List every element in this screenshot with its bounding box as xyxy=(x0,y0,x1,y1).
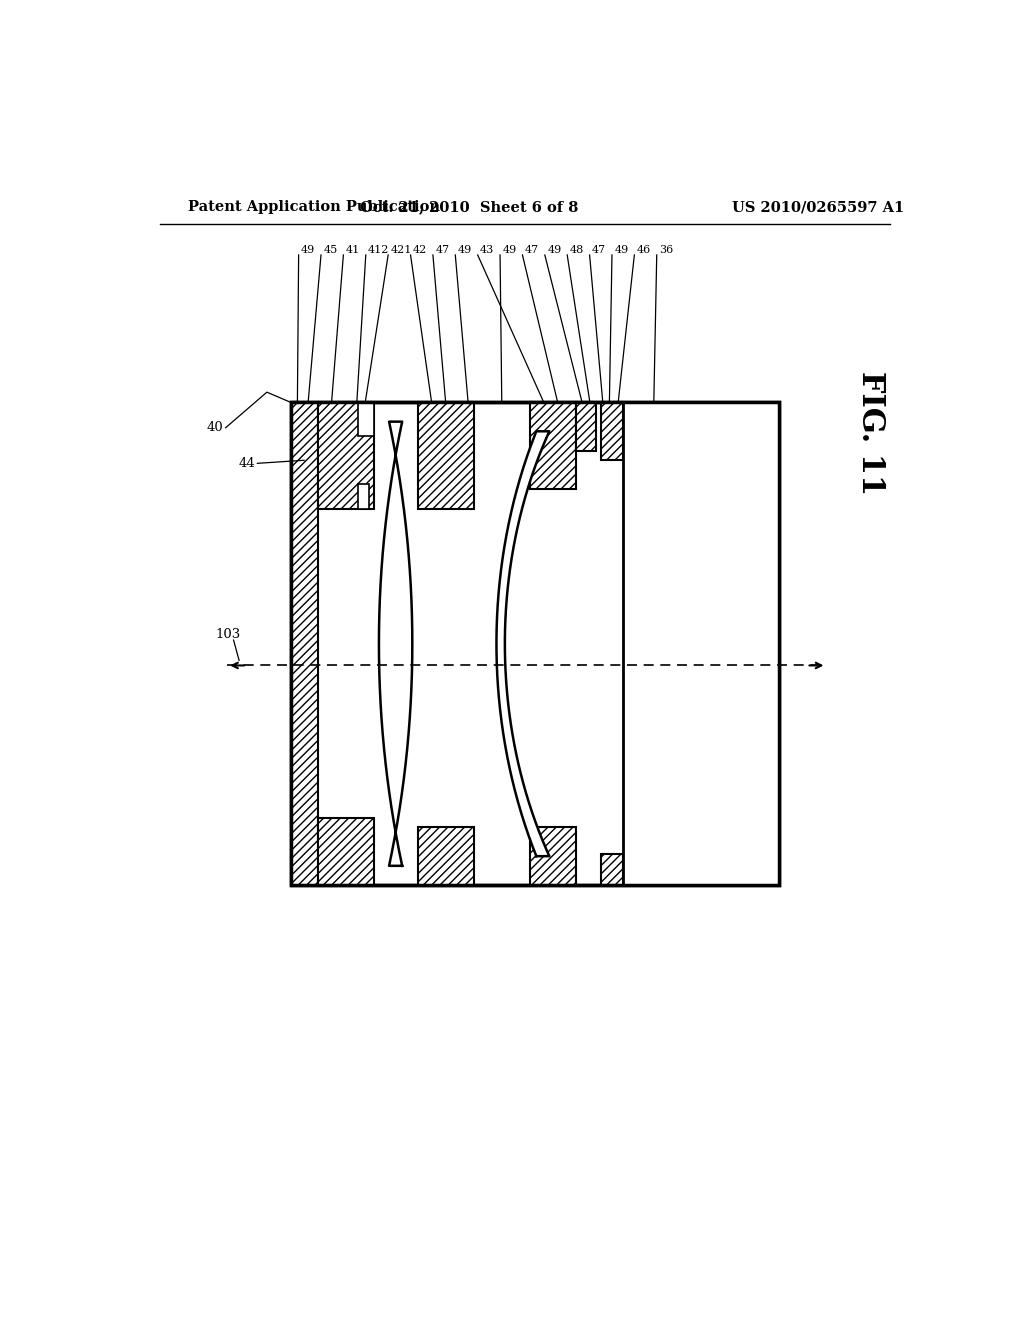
Text: 103: 103 xyxy=(215,628,241,642)
Text: 46: 46 xyxy=(637,246,651,255)
Text: 421: 421 xyxy=(390,246,412,255)
Bar xyxy=(601,854,623,886)
Bar xyxy=(317,817,374,886)
Text: Patent Application Publication: Patent Application Publication xyxy=(187,201,439,214)
Polygon shape xyxy=(497,432,549,857)
Text: 47: 47 xyxy=(435,246,450,255)
Bar xyxy=(529,403,577,490)
Polygon shape xyxy=(379,421,413,866)
Text: 41: 41 xyxy=(346,246,360,255)
Text: 49: 49 xyxy=(458,246,472,255)
Bar xyxy=(291,403,778,886)
Bar xyxy=(418,403,474,508)
Text: 47: 47 xyxy=(525,246,539,255)
Text: 44: 44 xyxy=(239,457,255,470)
Text: FIG. 11: FIG. 11 xyxy=(854,371,886,495)
Bar xyxy=(623,403,779,886)
Text: 43: 43 xyxy=(480,246,495,255)
Bar xyxy=(418,828,474,886)
Text: 412: 412 xyxy=(369,246,389,255)
Text: 45: 45 xyxy=(324,246,338,255)
Bar xyxy=(601,403,623,461)
Text: 49: 49 xyxy=(301,246,315,255)
Text: US 2010/0265597 A1: US 2010/0265597 A1 xyxy=(732,201,904,214)
Text: 42: 42 xyxy=(413,246,427,255)
Text: 48: 48 xyxy=(569,246,584,255)
Text: 49: 49 xyxy=(503,246,517,255)
Bar xyxy=(291,403,317,886)
Bar xyxy=(317,403,374,508)
Text: Oct. 21, 2010  Sheet 6 of 8: Oct. 21, 2010 Sheet 6 of 8 xyxy=(360,201,579,214)
Bar xyxy=(358,403,374,436)
Text: 36: 36 xyxy=(659,246,674,255)
Bar xyxy=(358,484,369,508)
Text: 47: 47 xyxy=(592,246,606,255)
Text: 40: 40 xyxy=(207,421,223,434)
Text: 49: 49 xyxy=(614,246,629,255)
Bar xyxy=(577,403,596,450)
Bar xyxy=(529,828,577,886)
Bar xyxy=(291,403,778,886)
Text: 49: 49 xyxy=(547,246,561,255)
